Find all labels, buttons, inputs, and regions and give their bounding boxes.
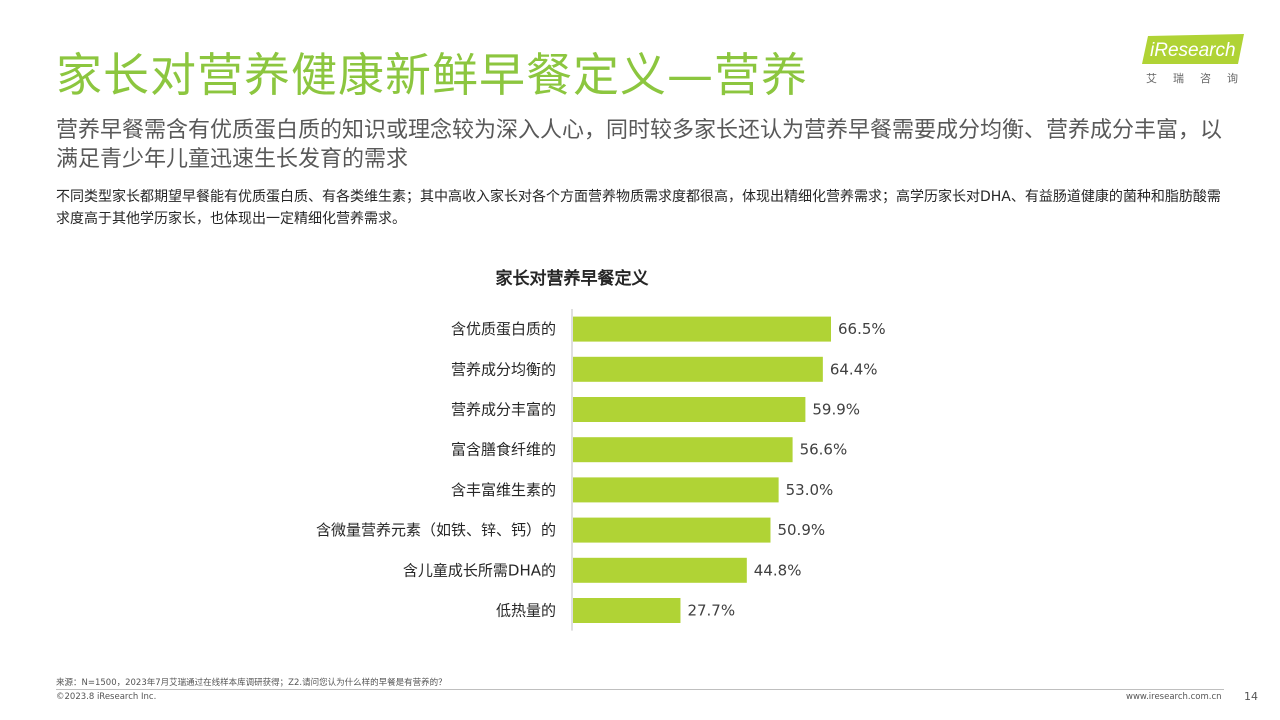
value-label: 56.6% [800,441,848,459]
logo-brand-text: iResearch [1150,40,1236,61]
bar [573,477,779,503]
copyright: ©2023.8 iResearch Inc. [56,692,157,702]
value-label: 59.9% [812,401,860,419]
category-label: 营养成分丰富的 [451,401,556,419]
bar [573,517,771,543]
bar [573,437,793,463]
description: 不同类型家长都期望早餐能有优质蛋白质、有各类维生素；其中高收入家长对各个方面营养… [56,189,1221,227]
logo-cn-text: 艾瑞咨询 [1146,72,1254,85]
value-label: 44.8% [754,561,802,579]
chart-title: 家长对营养早餐定义 [495,269,649,289]
category-label: 含丰富维生素的 [451,481,556,499]
category-label: 营养成分均衡的 [451,360,556,378]
source-note: 来源：N=1500，2023年7月艾瑞通过在线样本库调研获得；Z2.请问您认为什… [56,678,447,688]
website-link[interactable]: www.iresearch.com.cn [1126,692,1222,702]
bar [573,598,681,623]
value-label: 64.4% [830,360,878,378]
logo-mark: iResearch [1142,34,1244,64]
bar [573,356,823,382]
category-label: 低热量的 [496,602,556,620]
subtitle: 营养早餐需含有优质蛋白质的知识或理念较为深入人心，同时较多家长还认为营养早餐需要… [56,118,1223,172]
value-label: 53.0% [786,481,834,499]
bar [573,557,747,583]
value-label: 66.5% [838,320,886,338]
bar [573,397,806,422]
iresearch-logo: iResearch 艾瑞咨询 [1140,34,1252,86]
category-label: 含微量营养元素（如铁、锌、钙）的 [316,521,556,539]
category-label: 含儿童成长所需DHA的 [403,561,556,579]
value-label: 27.7% [687,602,735,620]
bar [573,316,831,342]
category-label: 含优质蛋白质的 [451,320,556,338]
category-label: 富含膳食纤维的 [451,441,556,459]
page-number: 14 [1244,690,1258,703]
page-title: 家长对营养健康新鲜早餐定义—营养 [56,48,808,102]
value-label: 50.9% [777,521,825,539]
footer-divider [56,689,1224,690]
